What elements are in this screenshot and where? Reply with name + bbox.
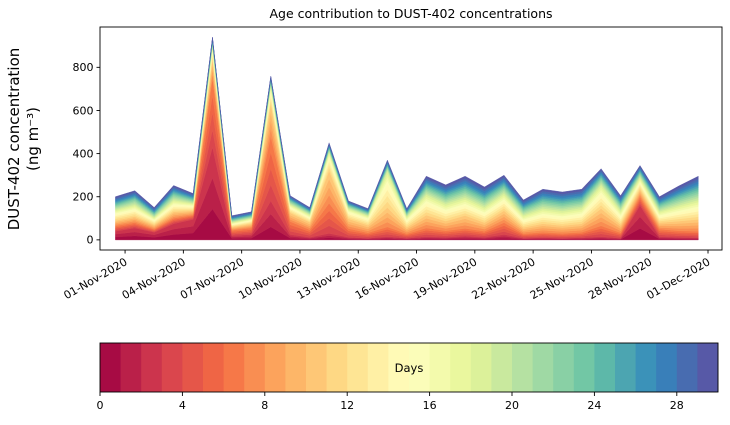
- colorbar-segment: [573, 343, 595, 392]
- stacked-area-layers: [115, 37, 699, 241]
- colorbar-tick-label: 4: [179, 399, 186, 412]
- colorbar-segment: [450, 343, 472, 392]
- x-tick-label: 22-Nov-2020: [470, 255, 538, 302]
- colorbar-tick-label: 28: [670, 399, 684, 412]
- colorbar-tick-label: 8: [261, 399, 268, 412]
- y-tick-label: 0: [87, 234, 94, 247]
- x-axis: 01-Nov-202004-Nov-202007-Nov-202010-Nov-…: [61, 250, 713, 302]
- colorbar-segment: [615, 343, 636, 392]
- y-tick-label: 400: [73, 147, 94, 160]
- colorbar-segment: [264, 343, 286, 392]
- colorbar: 0 4 8 12 16 20 24 28: [97, 342, 719, 412]
- colorbar-segment: [676, 343, 698, 392]
- colorbar-tick-label: 16: [423, 399, 437, 412]
- colorbar-segment: [100, 343, 121, 392]
- colorbar-label: Days: [394, 361, 424, 375]
- x-tick-label: 13-Nov-2020: [295, 255, 363, 302]
- colorbar-segment: [347, 343, 369, 392]
- colorbar-segment: [512, 343, 533, 392]
- colorbar-segment: [120, 343, 142, 392]
- colorbar-tick-label: 12: [340, 399, 354, 412]
- age-layer-29d: [115, 37, 699, 217]
- y-tick-label: 600: [73, 104, 94, 117]
- colorbar-segment: [470, 343, 492, 392]
- colorbar-segment: [244, 343, 266, 392]
- colorbar-segment: [491, 343, 513, 392]
- x-tick-label: 01-Nov-2020: [61, 255, 129, 302]
- colorbar-segment: [409, 343, 430, 392]
- plot-border: [99, 26, 723, 251]
- colorbar-border: [99, 342, 719, 393]
- x-tick-label: 16-Nov-2020: [353, 255, 421, 302]
- x-tick-label: 25-Nov-2020: [528, 255, 596, 302]
- y-axis-label-line1: DUST-402 concentration: [5, 47, 23, 231]
- colorbar-segment: [161, 343, 183, 392]
- colorbar-segment: [367, 343, 389, 392]
- colorbar-segment: [182, 343, 204, 392]
- colorbar-segment: [285, 343, 307, 392]
- colorbar-segment: [306, 343, 327, 392]
- colorbar-segment: [532, 343, 554, 392]
- y-axis-label-line2: (ng m⁻³): [24, 106, 42, 172]
- colorbar-segment: [656, 343, 678, 392]
- colorbar-segment: [141, 343, 163, 392]
- x-tick-label: 10-Nov-2020: [236, 255, 304, 302]
- y-axis-label: DUST-402 concentration (ng m⁻³): [5, 0, 45, 299]
- y-tick-label: 200: [73, 191, 94, 204]
- colorbar-segment: [429, 343, 451, 392]
- colorbar-segment: [553, 343, 575, 392]
- x-tick-label: 07-Nov-2020: [178, 255, 246, 302]
- colorbar-segment: [203, 343, 224, 392]
- colorbar-segment: [635, 343, 657, 392]
- y-axis: 0 200 400 600 800: [73, 61, 100, 247]
- colorbar-tick-label: 0: [97, 399, 104, 412]
- colorbar-tick-label: 24: [587, 399, 601, 412]
- colorbar-segment: [697, 343, 719, 392]
- colorbar-segment: [388, 343, 410, 392]
- colorbar-segment: [223, 343, 245, 392]
- x-tick-label: 01-Dec-2020: [644, 255, 712, 302]
- x-tick-label: 19-Nov-2020: [411, 255, 479, 302]
- x-tick-label: 28-Nov-2020: [586, 255, 654, 302]
- chart-title: Age contribution to DUST-402 concentrati…: [269, 6, 553, 21]
- colorbar-tick-label: 20: [505, 399, 519, 412]
- x-tick-label: 04-Nov-2020: [120, 255, 188, 302]
- y-tick-label: 800: [73, 61, 94, 74]
- colorbar-segment: [326, 343, 348, 392]
- colorbar-segment: [594, 343, 616, 392]
